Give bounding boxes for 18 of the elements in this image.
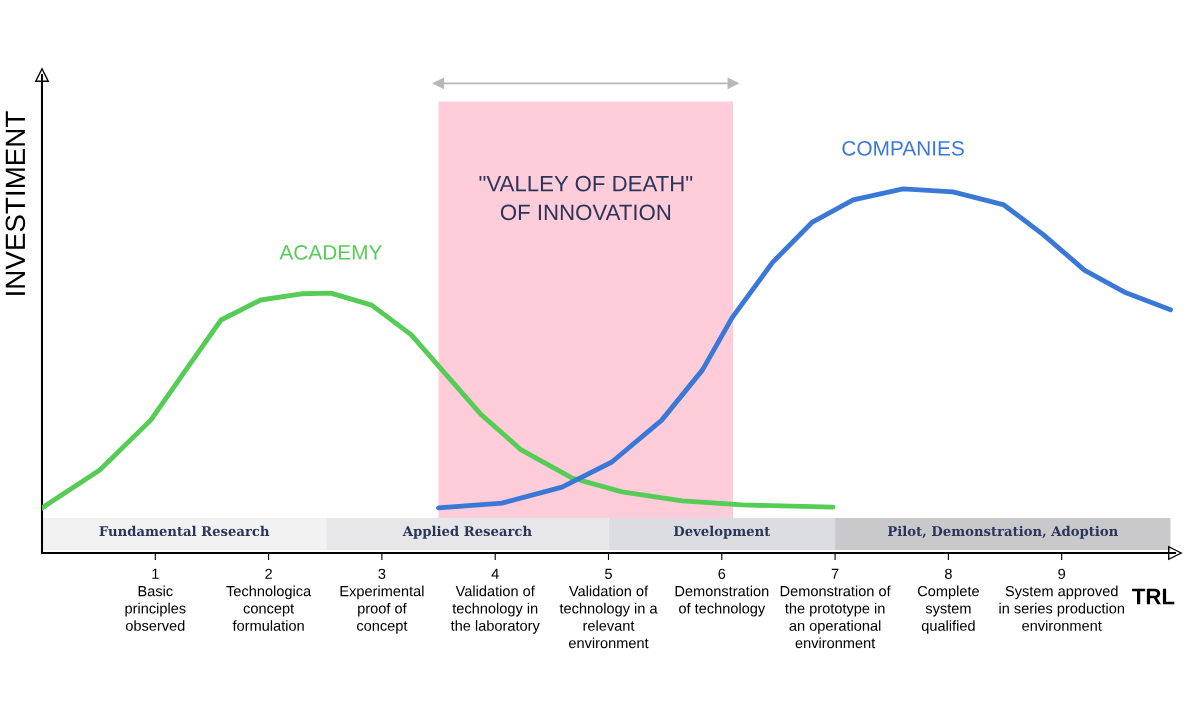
x-tick-label: 8 Complete system qualified xyxy=(917,568,979,634)
band-label: Fundamental Research xyxy=(99,525,270,537)
x-tick-label: 3 Experimental proof of concept xyxy=(340,568,424,634)
x-tick-label: 2 Technologica concept formulation xyxy=(226,568,312,631)
x-tick-label: 1 Basic principles observed xyxy=(125,568,186,631)
band-label: Pilot, Demonstration, Adoption xyxy=(887,525,1118,539)
x-tick-label: 4 Validation of technology in the laboratory xyxy=(450,568,540,634)
series-label: ACADEMY xyxy=(279,245,382,260)
x-tick-label: 5 Validation of technology in a relevant environment xyxy=(559,568,658,649)
series-label: COMPANIES xyxy=(842,140,964,156)
band-label: "VALLEY OF DEATH" OF INNOVATION xyxy=(479,175,693,221)
x-tick-label: 9 System approved in series production environment xyxy=(999,568,1124,631)
x-axis-title: TRL xyxy=(1132,588,1175,605)
x-tick-label: 7 Demonstration of the prototype in an operational environment xyxy=(780,568,891,649)
x-tick-label: 6 Demonstration of technology xyxy=(675,568,769,617)
band-label: Applied Research xyxy=(402,525,532,539)
band-label: Development xyxy=(673,525,771,539)
y-axis-title: INVESTIMENT xyxy=(5,111,26,295)
